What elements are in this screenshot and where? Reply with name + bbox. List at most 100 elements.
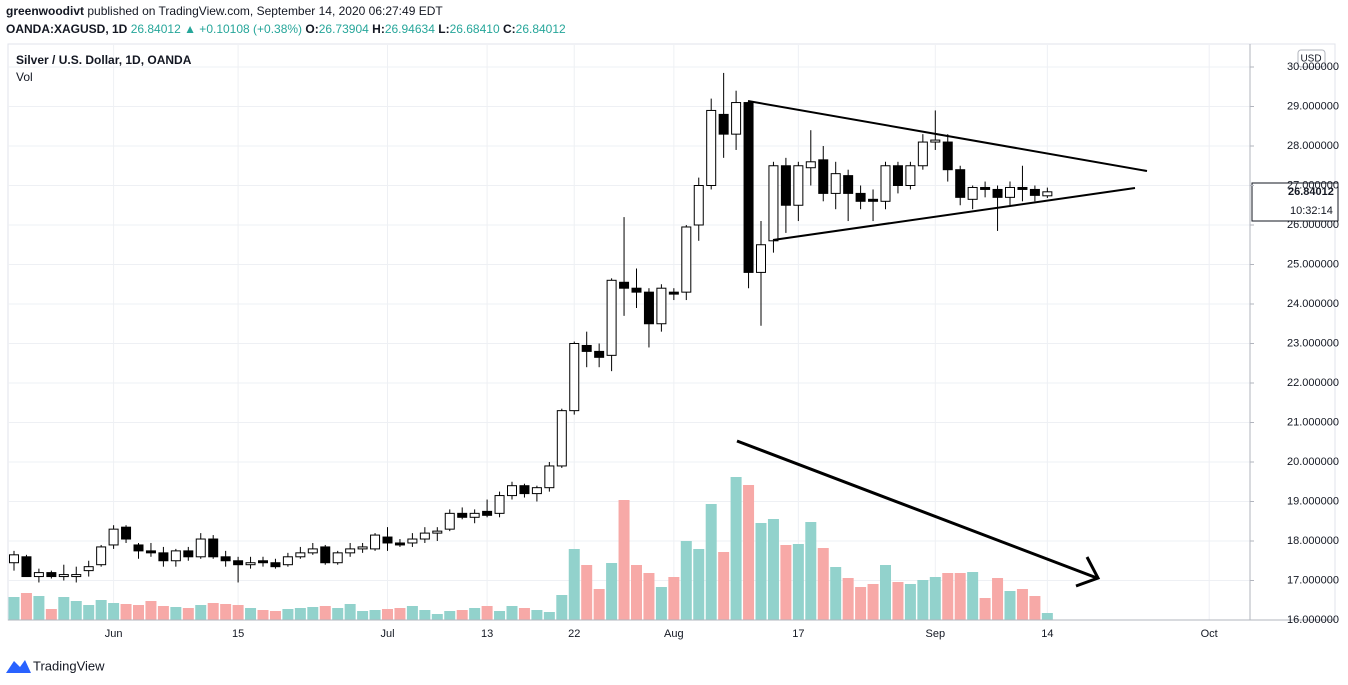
candle-body: [818, 159, 829, 194]
ohlc-label: L:: [438, 22, 449, 36]
grid: [8, 45, 1250, 621]
volume-bar: [382, 609, 393, 620]
candle-body: [258, 560, 268, 564]
candle-body: [718, 113, 729, 135]
volume-bar: [282, 609, 294, 620]
candle-body: [370, 534, 381, 550]
candle-body: [519, 485, 530, 495]
volume-bar: [942, 573, 954, 620]
x-tick-label: Sep: [926, 628, 946, 640]
x-tick-label: 13: [481, 628, 493, 640]
x-tick-label: Oct: [1201, 628, 1218, 640]
volume-bar: [904, 584, 916, 620]
volume-bar: [120, 604, 132, 620]
candle-body: [96, 546, 107, 566]
volume-bar: [618, 500, 630, 620]
volume-bar: [133, 605, 144, 620]
candle-body: [407, 538, 418, 544]
candle-body: [843, 175, 854, 194]
last-price: 26.84012: [1288, 186, 1334, 198]
y-tick-label: 16.000000: [1287, 614, 1339, 626]
volume-bar: [767, 519, 779, 620]
volume-bar: [257, 610, 269, 620]
volume-bar: [518, 608, 530, 620]
candle-body: [756, 244, 766, 273]
currency: USD: [1300, 54, 1321, 65]
last-price-box: [1251, 182, 1339, 222]
candle-body: [706, 109, 717, 187]
candle-body: [295, 552, 306, 558]
ohlc-value: 26.94634: [385, 22, 435, 36]
volume-bar: [232, 605, 244, 620]
volume-bar: [182, 608, 194, 620]
candle-body: [967, 186, 978, 200]
candle-body: [805, 161, 816, 169]
volume-bar: [693, 549, 705, 620]
ohlc-value: 26.73904: [319, 22, 369, 36]
volume-bar: [108, 603, 120, 620]
author: greenwoodivt: [6, 4, 84, 18]
y-tick-label: 21.000000: [1287, 416, 1339, 428]
ohlc-label: H:: [372, 22, 385, 36]
candle-body: [320, 546, 331, 564]
candle-body: [892, 165, 903, 187]
volume-bar: [444, 611, 456, 620]
x-tick-label: Aug: [664, 628, 684, 640]
candle-layer: [9, 72, 1053, 583]
countdown: 10:32:14: [1290, 205, 1333, 217]
volume-bar: [743, 485, 755, 620]
x-tick-label: Jun: [105, 628, 123, 640]
y-tick-label: 20.000000: [1287, 456, 1339, 468]
volume-bar: [655, 587, 667, 620]
candle-body: [158, 552, 169, 562]
candle-body: [494, 495, 505, 514]
y-tick-label: 24.000000: [1287, 298, 1339, 310]
candle-body: [345, 548, 356, 554]
volume-bar: [332, 608, 344, 620]
currency-box: [1297, 49, 1326, 68]
volume-bar: [469, 608, 481, 620]
volume-bar: [780, 545, 792, 620]
candle-body: [581, 344, 592, 352]
volume-bar: [1041, 613, 1053, 620]
volume-bar: [556, 595, 568, 620]
candle-body: [681, 226, 692, 293]
volume-bar: [95, 600, 107, 620]
candle-body: [432, 530, 443, 534]
volume-bar: [506, 606, 518, 620]
ohlc-label: C:: [503, 22, 516, 36]
candle-body: [768, 165, 779, 242]
candle-body: [594, 350, 605, 358]
volume-bar: [20, 593, 32, 620]
volume-bar: [531, 610, 543, 620]
volume-bar: [419, 610, 431, 620]
header-line-1: greenwoodivt published on TradingView.co…: [6, 4, 443, 18]
candle-body: [282, 556, 293, 566]
candle-body: [855, 192, 866, 202]
volume-bar: [581, 565, 593, 620]
candle-body: [1005, 186, 1015, 198]
candle-body: [83, 566, 94, 572]
candle-body: [133, 544, 144, 552]
candle-body: [731, 102, 742, 135]
volume-bar: [157, 606, 169, 620]
candle-body: [569, 343, 580, 412]
candle-body: [544, 465, 555, 489]
candle-body: [868, 198, 879, 202]
candle-body: [1017, 186, 1028, 190]
candle-body: [233, 560, 244, 566]
volume-bar: [220, 604, 232, 620]
volume-bar: [1004, 591, 1016, 620]
header-line-2: OANDA:XAGUSD, 1D 26.84012 ▲ +0.10108 (+0…: [6, 22, 566, 36]
candle-body: [220, 556, 231, 562]
volume-bar: [892, 582, 904, 620]
candle-body: [780, 165, 791, 206]
volume-bar: [1016, 589, 1028, 620]
volume-bar: [917, 580, 929, 620]
candle-body: [656, 287, 667, 325]
candle-body: [33, 572, 44, 578]
volume-bar: [494, 611, 506, 620]
volume-bar: [70, 601, 82, 620]
y-tick-label: 28.000000: [1287, 140, 1339, 152]
